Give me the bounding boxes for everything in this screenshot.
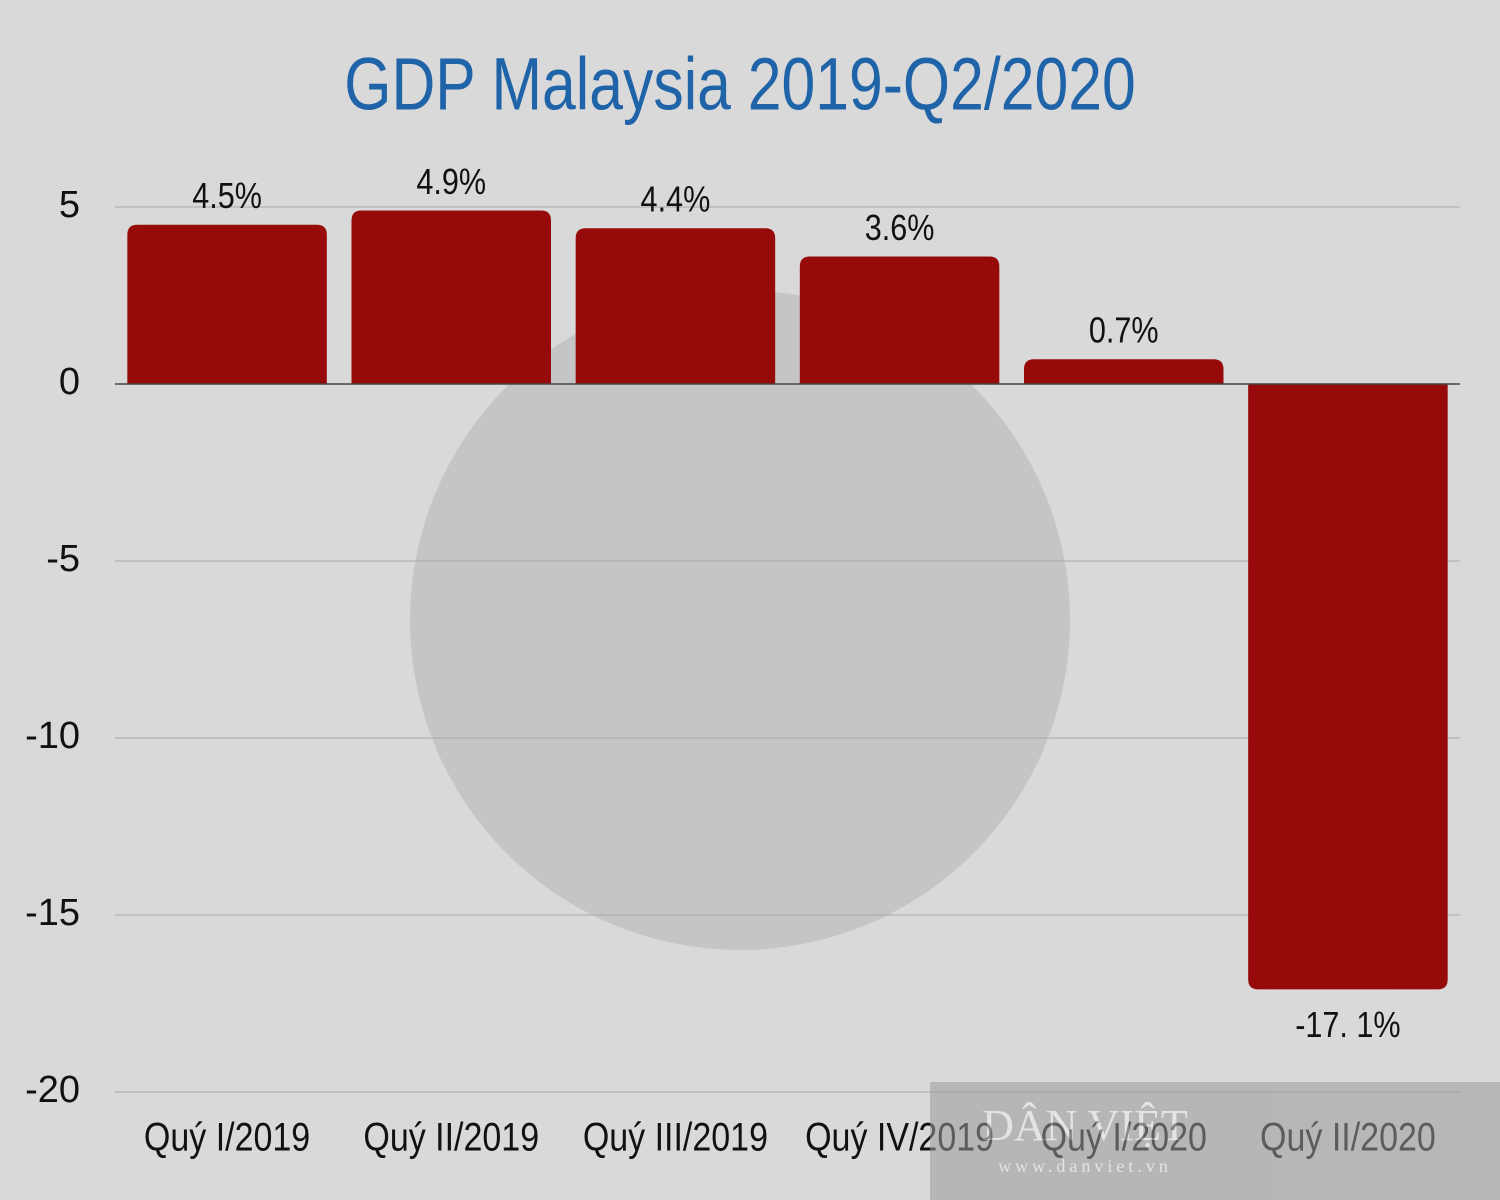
bar <box>1023 359 1224 384</box>
y-tick-label: -15 <box>25 892 80 934</box>
value-label: 4.5% <box>192 177 262 217</box>
value-label: -17. 1% <box>1295 1006 1400 1046</box>
bar <box>351 210 552 384</box>
x-tick-label: Quý I/2019 <box>144 1114 310 1159</box>
watermark-url: www.danviet.vn <box>998 1156 1172 1176</box>
y-tick-label: -20 <box>25 1069 80 1111</box>
x-tick-label: Quý III/2019 <box>583 1114 768 1159</box>
y-tick-label: 5 <box>59 184 80 226</box>
bar <box>1248 384 1448 990</box>
watermark-box <box>930 1082 1500 1200</box>
bar <box>799 256 1000 384</box>
y-tick-label: 0 <box>59 361 80 403</box>
watermark: DÂN VIỆT www.danviet.vn <box>930 1082 1500 1200</box>
bar <box>575 228 776 384</box>
value-label: 3.6% <box>865 209 935 249</box>
y-tick-label: -10 <box>25 715 80 757</box>
x-tick-label: Quý II/2019 <box>363 1114 539 1159</box>
y-tick-label: -5 <box>46 538 80 580</box>
bar <box>127 224 327 384</box>
value-label: 4.9% <box>416 163 486 203</box>
value-label: 4.4% <box>641 181 711 221</box>
value-label: 0.7% <box>1089 311 1159 351</box>
virus-illustration <box>410 290 1070 950</box>
watermark-name: DÂN VIỆT <box>982 1101 1188 1150</box>
chart-title: GDP Malaysia 2019-Q2/2020 <box>344 44 1135 126</box>
